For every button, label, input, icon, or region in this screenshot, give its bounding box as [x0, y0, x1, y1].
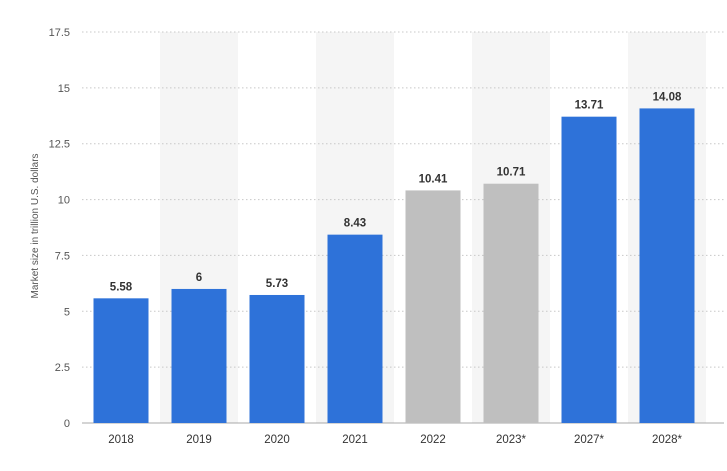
gridlines — [82, 31, 724, 424]
y-tick-label: 15 — [58, 83, 70, 95]
x-axis-labels: 2018 2019 2020 2021 2022 2023* 2027* 2028* — [108, 434, 682, 446]
bars — [93, 108, 695, 424]
data-label: 6 — [196, 272, 202, 284]
bar-2019[interactable] — [171, 288, 227, 423]
bar-2021[interactable] — [327, 234, 383, 423]
bar-2028-projected[interactable] — [639, 108, 695, 424]
data-label: 8.43 — [344, 218, 366, 230]
data-label: 10.41 — [419, 173, 448, 185]
y-tick-label: 5 — [64, 306, 70, 318]
bar-2022[interactable] — [405, 190, 461, 423]
data-label: 5.73 — [266, 278, 288, 290]
data-label: 10.71 — [497, 167, 526, 179]
bar-2023-projected[interactable] — [483, 183, 539, 423]
bar-2020[interactable] — [249, 294, 305, 423]
x-tick-label: 2028* — [652, 434, 683, 446]
data-label: 14.08 — [653, 91, 682, 103]
x-tick-label: 2020 — [264, 434, 290, 446]
y-tick-label: 2.5 — [55, 362, 70, 374]
x-tick-label: 2021 — [342, 434, 368, 446]
x-tick-label: 2019 — [186, 434, 212, 446]
value-labels: 5.58 6 5.73 8.43 10.41 10.71 13.71 14.08 — [110, 91, 682, 293]
y-axis-ticks: 0 2.5 5 7.5 10 12.5 15 17.5 — [49, 27, 70, 430]
y-tick-label: 7.5 — [55, 250, 70, 262]
y-axis-title: Market size in trillion U.S. dollars — [30, 153, 41, 298]
data-label: 5.58 — [110, 281, 133, 293]
bar-2018[interactable] — [93, 298, 149, 423]
y-tick-label: 10 — [58, 195, 70, 207]
bar-2027-projected[interactable] — [561, 116, 617, 423]
data-label: 13.71 — [575, 100, 604, 112]
x-tick-label: 2023* — [496, 434, 527, 446]
y-tick-label: 17.5 — [49, 27, 70, 39]
x-tick-label: 2022 — [420, 434, 446, 446]
x-tick-label: 2018 — [108, 434, 134, 446]
y-tick-label: 12.5 — [49, 139, 70, 151]
x-tick-label: 2027* — [574, 434, 605, 446]
y-tick-label: 0 — [64, 418, 70, 430]
